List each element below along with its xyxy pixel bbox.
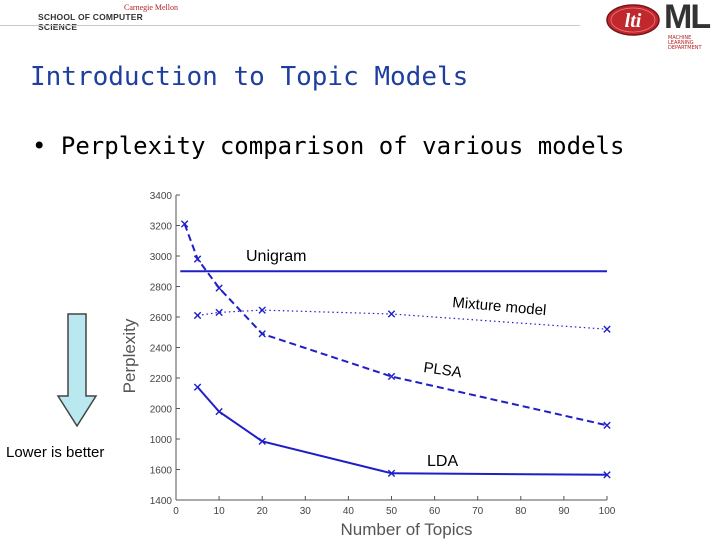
series-annotation: Mixture model	[452, 294, 547, 319]
chart-series	[180, 221, 610, 478]
y-tick-label: 1600	[150, 466, 173, 477]
y-axis-title: Perplexity	[120, 318, 139, 393]
x-tick-label: 50	[386, 506, 398, 517]
data-point	[216, 285, 222, 291]
x-tick-label: 100	[599, 506, 616, 517]
x-tick-label: 10	[214, 506, 226, 517]
series-annotation: LDA	[427, 453, 458, 470]
chart-labels: Unigram Mixture model PLSA LDA	[246, 248, 547, 470]
chart-axes: 1400160010002000220024002600280030003200…	[120, 191, 616, 539]
x-tick-label: 0	[173, 506, 179, 517]
series-line-3	[198, 387, 607, 475]
x-tick-label: 70	[472, 506, 484, 517]
x-tick-label: 40	[343, 506, 355, 517]
data-point	[604, 326, 610, 332]
data-point	[388, 311, 394, 317]
y-tick-label: 3400	[150, 191, 173, 202]
series-annotation: Unigram	[246, 248, 306, 265]
y-tick-label: 3000	[150, 252, 173, 263]
data-point	[604, 422, 610, 428]
data-point	[194, 384, 200, 390]
data-point	[259, 307, 265, 313]
y-tick-label: 2000	[150, 405, 173, 416]
x-tick-label: 80	[515, 506, 527, 517]
x-tick-label: 90	[558, 506, 570, 517]
y-tick-label: 1000	[150, 435, 173, 446]
y-tick-label: 2800	[150, 283, 173, 294]
y-tick-label: 1400	[150, 496, 173, 507]
y-tick-label: 3200	[150, 222, 173, 233]
x-tick-label: 20	[257, 506, 269, 517]
series-annotation: PLSA	[422, 359, 462, 381]
y-tick-label: 2600	[150, 313, 173, 324]
y-tick-label: 2400	[150, 344, 173, 355]
data-point	[216, 408, 222, 414]
x-axis-title: Number of Topics	[341, 520, 473, 539]
y-tick-label: 2200	[150, 374, 173, 385]
x-tick-label: 60	[429, 506, 441, 517]
data-point	[194, 312, 200, 318]
x-tick-label: 30	[300, 506, 312, 517]
